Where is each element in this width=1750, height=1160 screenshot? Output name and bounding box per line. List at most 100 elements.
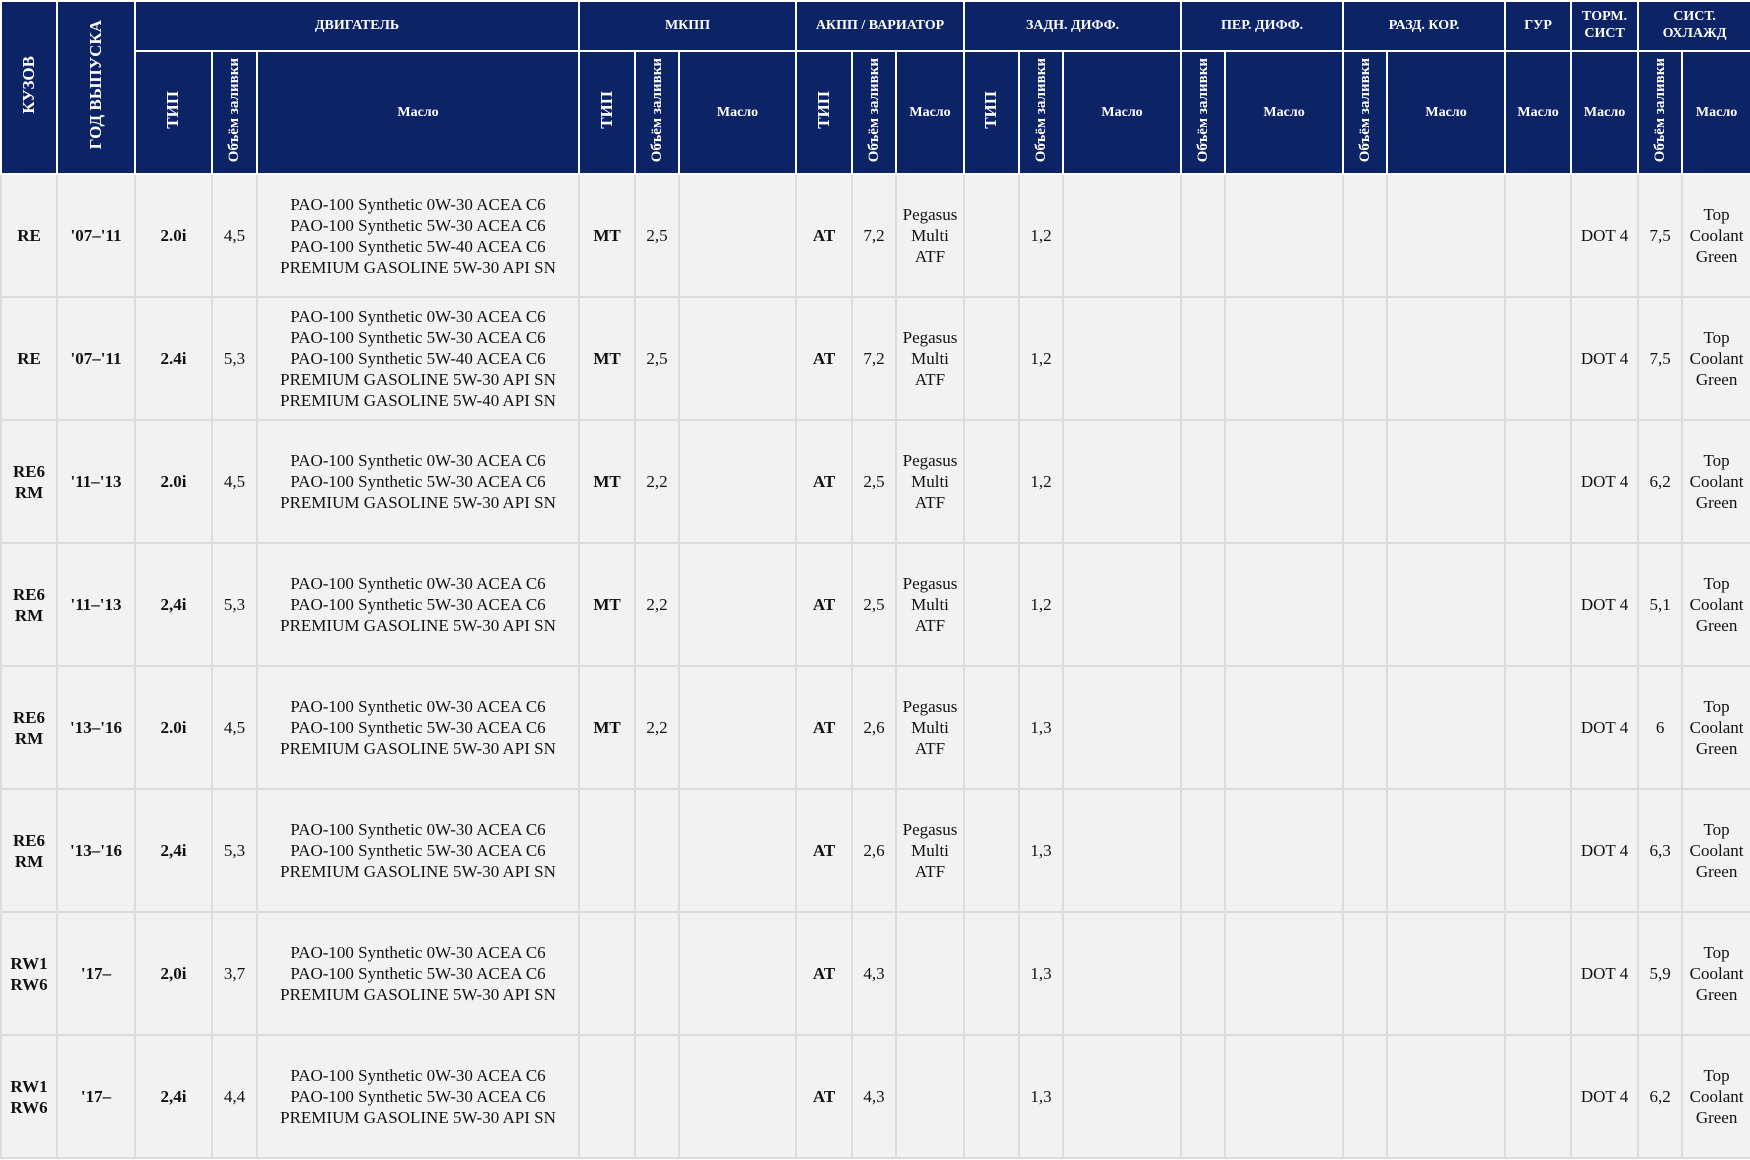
cell-front-diff-volume: [1180, 1034, 1227, 1159]
cell-coolant-line: Green: [1695, 247, 1738, 266]
cell-auto-type: AT: [795, 911, 854, 1036]
cell-power-steering-oil: [1504, 542, 1573, 667]
cell-rear-diff-type: [963, 296, 1021, 421]
cell-auto-oil: Pegasus Multi ATF: [895, 419, 966, 544]
cell-transfer-volume: [1342, 788, 1389, 913]
cell-coolant-line: Green: [1695, 985, 1738, 1004]
cell-auto-type: AT: [795, 665, 854, 790]
header-god: ГОД ВЫПУСКА: [56, 0, 136, 175]
cell-god: '07–'11: [56, 296, 136, 421]
cell-brake-fluid: DOT 4: [1570, 173, 1640, 298]
cell-auto-volume: 4,3: [851, 1034, 898, 1159]
cell-engine-volume: 3,7: [211, 911, 258, 1036]
cell-coolant-line: Coolant: [1689, 964, 1744, 983]
subheader-ox-maslo: Масло: [1681, 50, 1750, 175]
cell-engine-oil-line: PAO-100 Synthetic 5W-30 ACEA C6: [290, 718, 546, 737]
cell-rear-diff-type: [963, 788, 1021, 913]
cell-coolant-line: Coolant: [1689, 226, 1744, 245]
cell-auto-oil-line: Pegasus: [902, 820, 958, 839]
subheader-ak-obem: Объём заливки: [851, 50, 898, 175]
cell-brake-fluid: DOT 4: [1570, 665, 1640, 790]
cell-rear-diff-volume: 1,3: [1018, 911, 1065, 1036]
cell-engine-oil-line: PAO-100 Synthetic 0W-30 ACEA C6: [290, 820, 546, 839]
cell-auto-oil-line: Multi: [911, 472, 949, 491]
cell-auto-oil: Pegasus Multi ATF: [895, 788, 966, 913]
cell-kuzov-line: RW1: [10, 953, 48, 973]
cell-front-diff-oil: [1224, 911, 1345, 1036]
cell-manual-type: [578, 911, 637, 1036]
cell-transfer-oil: [1386, 1034, 1507, 1159]
cell-engine-type: 2.0i: [134, 665, 213, 790]
cell-god: '11–'13: [56, 542, 136, 667]
cell-engine-oil-line: PAO-100 Synthetic 0W-30 ACEA C6: [290, 697, 546, 716]
cell-transfer-volume: [1342, 1034, 1389, 1159]
cell-rear-diff-volume: 1,2: [1018, 419, 1065, 544]
cell-transfer-oil: [1386, 665, 1507, 790]
subheader-zd-maslo: Масло: [1062, 50, 1183, 175]
cell-transfer-volume: [1342, 665, 1389, 790]
cell-rear-diff-volume: 1,3: [1018, 788, 1065, 913]
cell-engine-oil-line: PREMIUM GASOLINE 5W-40 API SN: [280, 391, 556, 410]
cell-coolant: Top Coolant Green: [1681, 665, 1750, 790]
cell-engine-oil: PAO-100 Synthetic 0W-30 ACEA C6 PAO-100 S…: [255, 788, 581, 913]
cell-coolant-line: Coolant: [1689, 1087, 1744, 1106]
cell-front-diff-volume: [1180, 296, 1227, 421]
cell-front-diff-volume: [1180, 911, 1227, 1036]
cell-front-diff-oil: [1224, 419, 1345, 544]
cell-coolant-line: Green: [1695, 862, 1738, 881]
cell-auto-oil: [895, 911, 966, 1036]
cell-manual-volume: 2,5: [634, 173, 681, 298]
cell-brake-fluid: DOT 4: [1570, 296, 1640, 421]
cell-transfer-oil: [1386, 788, 1507, 913]
cell-engine-volume: 5,3: [211, 542, 258, 667]
cell-auto-oil-line: Multi: [911, 595, 949, 614]
table-row: RE '07–'11 2.0i 4,5 PAO-100 Synthetic 0W-30 …: [0, 173, 1750, 298]
subheader-dv-tip: ТИП: [134, 50, 213, 175]
cell-coolant-volume: 7,5: [1637, 296, 1684, 421]
cell-engine-volume: 4,5: [211, 665, 258, 790]
table-row: RE6 RM '13–'16 2,4i 5,3 PAO-100 Synthetic 0W-…: [0, 788, 1750, 913]
cell-engine-oil: PAO-100 Synthetic 0W-30 ACEA C6 PAO-100 S…: [255, 911, 581, 1036]
cell-coolant-line: Top: [1703, 205, 1730, 224]
cell-manual-volume: [634, 911, 681, 1036]
cell-manual-oil: [678, 419, 798, 544]
table-row: RE6 RM '11–'13 2,4i 5,3 PAO-100 Synthetic 0W-…: [0, 542, 1750, 667]
subheader-rk-obem: Объём заливки: [1342, 50, 1389, 175]
subheader-rk-maslo: Масло: [1386, 50, 1507, 175]
cell-auto-oil: Pegasus Multi ATF: [895, 542, 966, 667]
cell-front-diff-volume: [1180, 665, 1227, 790]
subheader-ox-obem: Объём заливки: [1637, 50, 1684, 175]
cell-kuzov: RE6 RM: [0, 788, 58, 913]
cell-auto-oil-line: Multi: [911, 841, 949, 860]
subheader-pd-obem: Объём заливки: [1180, 50, 1227, 175]
cell-brake-fluid: DOT 4: [1570, 419, 1640, 544]
cell-coolant-line: Green: [1695, 1108, 1738, 1127]
table-row: RE '07–'11 2.4i 5,3 PAO-100 Synthetic 0W-30 …: [0, 296, 1750, 421]
cell-coolant: Top Coolant Green: [1681, 419, 1750, 544]
cell-auto-oil-line: Pegasus: [902, 697, 958, 716]
cell-engine-oil: PAO-100 Synthetic 0W-30 ACEA C6 PAO-100 S…: [255, 1034, 581, 1159]
cell-auto-oil-line: Pegasus: [902, 451, 958, 470]
header-per-diff: ПЕР. ДИФФ.: [1180, 0, 1345, 52]
cell-front-diff-volume: [1180, 173, 1227, 298]
cell-manual-volume: [634, 1034, 681, 1159]
cell-front-diff-volume: [1180, 542, 1227, 667]
header-god-label: ГОД ВЫПУСКА: [85, 20, 105, 150]
cell-auto-type: AT: [795, 173, 854, 298]
cell-coolant-line: Top: [1703, 943, 1730, 962]
cell-kuzov-line: RE6: [12, 461, 46, 481]
table-row: RE6 RM '13–'16 2.0i 4,5 PAO-100 Synthetic 0W-…: [0, 665, 1750, 790]
cell-engine-type: 2.0i: [134, 173, 213, 298]
cell-auto-oil: [895, 1034, 966, 1159]
cell-kuzov-line: RE: [17, 226, 41, 245]
cell-manual-oil: [678, 665, 798, 790]
cell-rear-diff-oil: [1062, 911, 1183, 1036]
cell-transfer-oil: [1386, 542, 1507, 667]
cell-transfer-volume: [1342, 419, 1389, 544]
cell-engine-oil-line: PAO-100 Synthetic 5W-30 ACEA C6: [290, 328, 546, 347]
cell-engine-volume: 5,3: [211, 296, 258, 421]
table-row: RW1 RW6'17– 2,0i 3,7 PAO-100 Synthetic 0W-30…: [0, 911, 1750, 1036]
cell-power-steering-oil: [1504, 296, 1573, 421]
cell-power-steering-oil: [1504, 1034, 1573, 1159]
cell-rear-diff-type: [963, 173, 1021, 298]
